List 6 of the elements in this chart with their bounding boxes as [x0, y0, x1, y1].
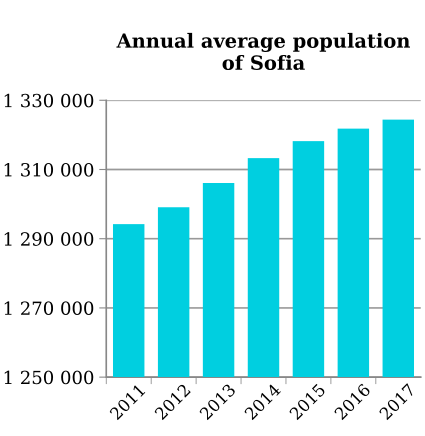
- y-tick-label: 1 270 000: [4, 301, 94, 316]
- y-tick-label: 1 290 000: [4, 232, 94, 246]
- y-tick-label: 1 310 000: [4, 162, 94, 177]
- y-tick-label: 1 330 000: [4, 94, 94, 108]
- chart-title: Annual average population of Sofia: [116, 32, 410, 70]
- y-tick-label: 1 250 000: [4, 370, 94, 384]
